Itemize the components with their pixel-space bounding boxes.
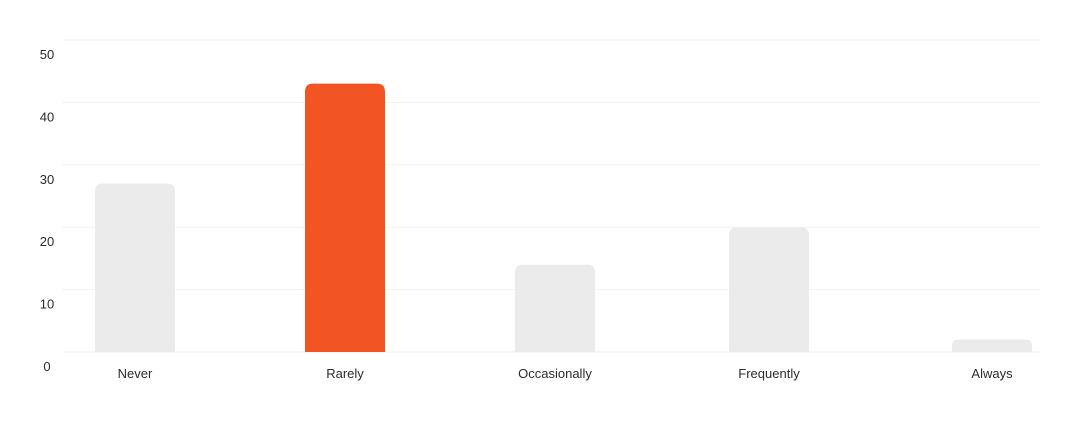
y-tick-label: 50 [40, 47, 54, 62]
x-tick-label-always: Always [971, 366, 1013, 381]
y-tick-label: 30 [40, 172, 54, 187]
y-tick-label: 0 [43, 359, 50, 374]
gridlines [62, 39, 1040, 353]
y-tick-label: 10 [40, 297, 54, 312]
bar-never [95, 183, 175, 352]
x-tick-label-never: Never [118, 366, 153, 381]
bars [95, 83, 1032, 353]
x-tick-label-rarely: Rarely [326, 366, 364, 381]
bar-rarely [305, 83, 385, 353]
bar-always [952, 339, 1032, 352]
x-axis-ticks: Never Rarely Occasionally Frequently Always [118, 366, 1013, 381]
bar-occasionally [515, 264, 595, 352]
x-tick-label-frequently: Frequently [738, 366, 800, 381]
y-tick-label: 20 [40, 234, 54, 249]
x-tick-label-occasionally: Occasionally [518, 366, 592, 381]
bar-frequently [729, 227, 809, 352]
y-axis-ticks: 0 10 20 30 40 50 [40, 47, 54, 374]
y-tick-label: 40 [40, 109, 54, 124]
